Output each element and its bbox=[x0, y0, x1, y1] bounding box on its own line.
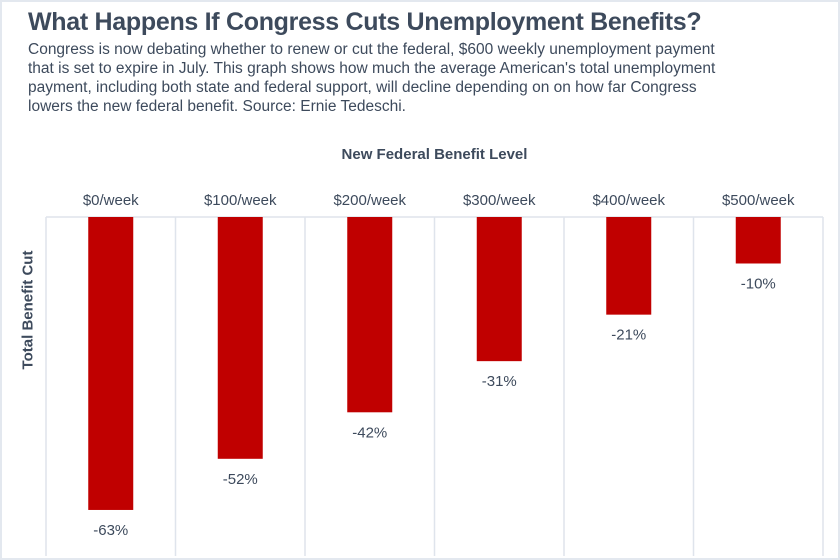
data-label: -63% bbox=[93, 522, 128, 539]
bar bbox=[88, 217, 134, 510]
category-label: $0/week bbox=[83, 192, 139, 209]
data-label: -52% bbox=[223, 471, 258, 488]
category-label: $300/week bbox=[463, 192, 536, 209]
bar bbox=[347, 217, 393, 413]
bar bbox=[217, 217, 263, 459]
x-axis-title: New Federal Benefit Level bbox=[341, 146, 528, 163]
category-label: $200/week bbox=[333, 192, 406, 209]
bar bbox=[606, 217, 652, 315]
data-label: -31% bbox=[482, 373, 517, 390]
data-label: -21% bbox=[611, 327, 646, 344]
bar bbox=[735, 217, 781, 264]
bar bbox=[476, 217, 522, 362]
category-label: $500/week bbox=[722, 192, 795, 209]
category-label: $100/week bbox=[204, 192, 277, 209]
category-label: $400/week bbox=[592, 192, 665, 209]
chart-title: What Happens If Congress Cuts Unemployme… bbox=[28, 8, 702, 36]
chart-description: Congress is now debating whether to rene… bbox=[28, 41, 716, 115]
data-label: -10% bbox=[741, 276, 776, 293]
data-label: -42% bbox=[352, 424, 387, 441]
